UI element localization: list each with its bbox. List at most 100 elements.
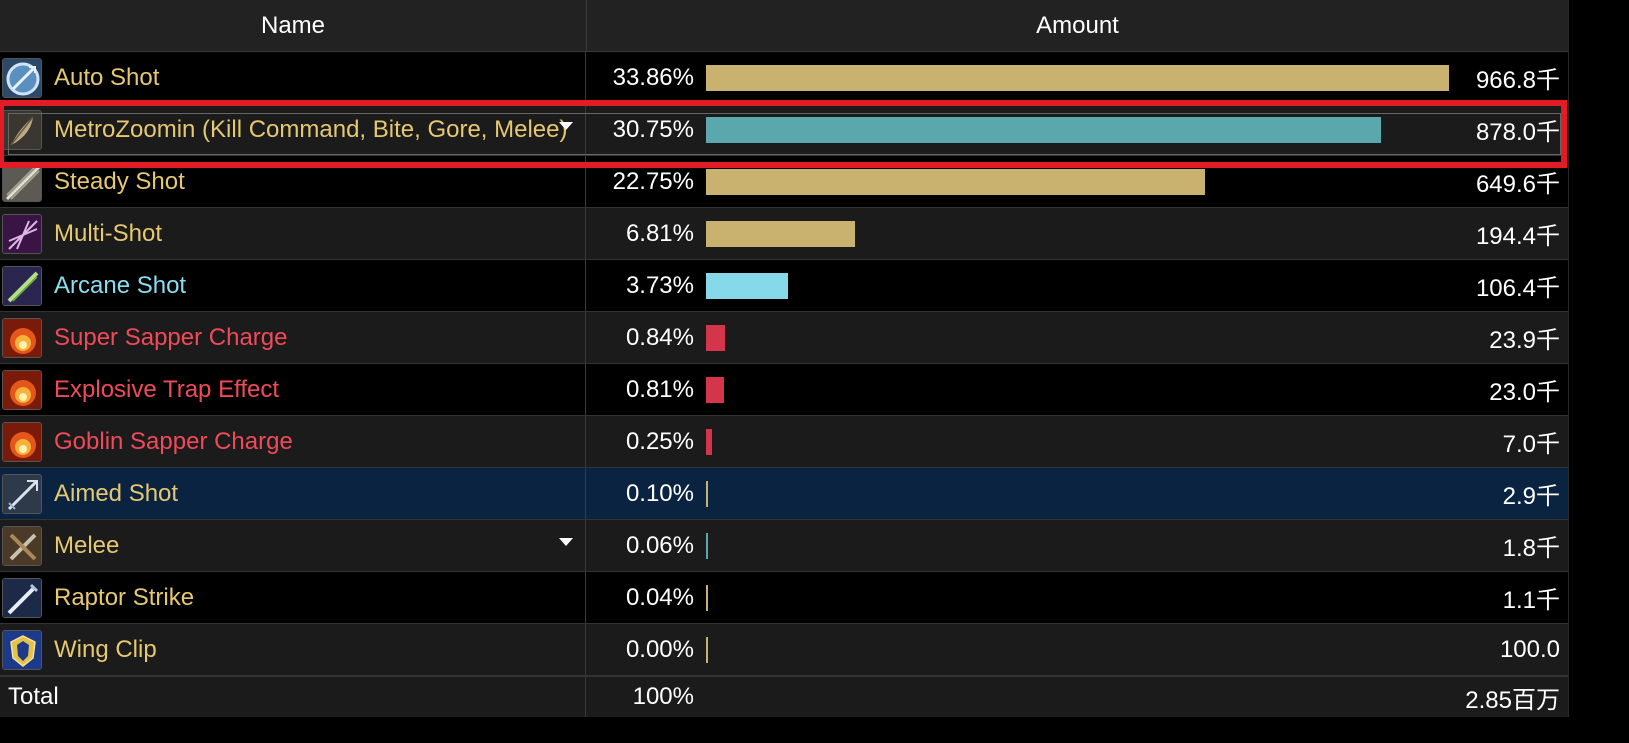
name-cell: Raptor Strike <box>0 572 586 623</box>
damage-bar <box>706 636 708 663</box>
amount-column-header[interactable]: Amount <box>1036 11 1119 39</box>
damage-value: 1.8千 <box>1502 535 1560 562</box>
bar-track <box>706 584 1449 611</box>
total-bar-spacer <box>706 684 1449 710</box>
name-cell: Wing Clip <box>0 624 586 675</box>
bar-track <box>706 220 1449 247</box>
damage-bar <box>706 220 856 247</box>
damage-value: 23.0千 <box>1489 379 1560 406</box>
table-row[interactable]: Aimed Shot 0.10% 2.9千 <box>0 468 1568 520</box>
amount-cell: 0.00% 100.0 <box>586 624 1568 675</box>
table-body: Auto Shot 33.86% 966.8千 MetroZoomin (Kill C… <box>0 52 1568 676</box>
name-cell: Multi-Shot <box>0 208 586 259</box>
damage-bar <box>706 168 1206 195</box>
name-cell: Arcane Shot <box>0 260 586 311</box>
table-row[interactable]: Wing Clip 0.00% 100.0 <box>0 624 1568 676</box>
amount-cell: 0.25% 7.0千 <box>586 416 1568 467</box>
ability-name: Auto Shot <box>54 63 160 91</box>
amount-cell: 0.04% 1.1千 <box>586 572 1568 623</box>
fire-explosion-icon <box>2 369 42 410</box>
percent-text: 30.75% <box>612 115 694 143</box>
ability-name: Melee <box>54 531 120 559</box>
name-cell: Explosive Trap Effect <box>0 364 586 415</box>
amount-cell: 6.81% 194.4千 <box>586 208 1568 259</box>
table-row[interactable]: Steady Shot 22.75% 649.6千 <box>0 156 1568 208</box>
bar-track <box>706 116 1449 143</box>
name-cell: Goblin Sapper Charge <box>0 416 586 467</box>
ability-name: Explosive Trap Effect <box>54 375 279 403</box>
bar-track <box>706 428 1449 455</box>
damage-value: 1.1千 <box>1502 587 1560 614</box>
damage-value: 23.9千 <box>1489 327 1560 354</box>
damage-bar <box>706 428 712 455</box>
table-header: Name Amount <box>0 0 1568 52</box>
total-percent: 100% <box>632 683 694 710</box>
auto-shot-icon <box>2 57 42 98</box>
damage-value: 7.0千 <box>1502 431 1560 458</box>
amount-cell: 0.06% 1.8千 <box>586 520 1568 571</box>
fire-explosion-icon <box>2 421 42 462</box>
steady-shot-icon <box>2 161 42 202</box>
damage-value: 878.0千 <box>1475 119 1560 146</box>
name-cell: Auto Shot <box>0 52 586 103</box>
damage-bar <box>706 376 724 403</box>
bar-track <box>706 376 1449 403</box>
name-cell: Aimed Shot <box>0 468 586 519</box>
raptor-strike-icon <box>2 577 42 618</box>
bar-track <box>706 64 1449 91</box>
table-row[interactable]: MetroZoomin (Kill Command, Bite, Gore, M… <box>0 104 1568 156</box>
ability-name: Steady Shot <box>54 167 185 195</box>
percent-text: 3.73% <box>625 271 694 299</box>
damage-value: 966.8千 <box>1475 67 1560 94</box>
alliance-crest-icon <box>2 629 42 670</box>
fire-explosion-icon <box>2 317 42 358</box>
name-column-header[interactable]: Name <box>0 0 587 51</box>
damage-value: 100.0 <box>1499 635 1560 663</box>
damage-bar <box>706 64 1449 91</box>
bar-track <box>706 168 1449 195</box>
amount-cell: 0.84% 23.9千 <box>586 312 1568 363</box>
expand-caret-icon[interactable] <box>559 538 573 546</box>
damage-bar <box>706 272 788 299</box>
table-row[interactable]: Multi-Shot 6.81% 194.4千 <box>0 208 1568 260</box>
name-cell: Super Sapper Charge <box>0 312 586 363</box>
name-cell: MetroZoomin (Kill Command, Bite, Gore, M… <box>0 104 586 155</box>
bar-track <box>706 636 1449 663</box>
damage-bar <box>706 532 708 559</box>
total-row: Total 100% 2.85百万 <box>0 676 1568 717</box>
amount-cell: 30.75% 878.0千 <box>586 104 1568 155</box>
table-row[interactable]: Goblin Sapper Charge 0.25% 7.0千 <box>0 416 1568 468</box>
name-cell: Melee <box>0 520 586 571</box>
total-amount-cell: 100% 2.85百万 <box>586 677 1568 717</box>
table-row[interactable]: Auto Shot 33.86% 966.8千 <box>0 52 1568 104</box>
ability-name: Wing Clip <box>54 635 157 663</box>
percent-text: 0.84% <box>625 323 694 351</box>
damage-bar <box>706 480 709 507</box>
table-row[interactable]: Explosive Trap Effect 0.81% 23.0千 <box>0 364 1568 416</box>
table-row[interactable]: Raptor Strike 0.04% 1.1千 <box>0 572 1568 624</box>
amount-cell: 3.73% 106.4千 <box>586 260 1568 311</box>
total-value: 2.85百万 <box>1465 686 1560 714</box>
bar-track <box>706 532 1449 559</box>
ability-name: Goblin Sapper Charge <box>54 427 293 455</box>
damage-bar <box>706 324 725 351</box>
percent-text: 0.81% <box>625 375 694 403</box>
table-row[interactable]: Melee 0.06% 1.8千 <box>0 520 1568 572</box>
table-row[interactable]: Arcane Shot 3.73% 106.4千 <box>0 260 1568 312</box>
percent-text: 33.86% <box>612 63 694 91</box>
expand-caret-icon[interactable] <box>559 122 573 130</box>
pet-feather-icon <box>2 109 42 150</box>
percent-text: 0.06% <box>625 531 694 559</box>
arcane-shot-icon <box>2 265 42 306</box>
bar-track <box>706 480 1449 507</box>
ability-name: Aimed Shot <box>54 479 179 507</box>
melee-icon <box>2 525 42 566</box>
table-row[interactable]: Super Sapper Charge 0.84% 23.9千 <box>0 312 1568 364</box>
percent-text: 0.25% <box>625 427 694 455</box>
ability-name: Super Sapper Charge <box>54 323 288 351</box>
amount-cell: 22.75% 649.6千 <box>586 156 1568 207</box>
total-label: Total <box>0 677 586 717</box>
damage-breakdown-table: Name Amount Auto Shot 33.86% 966.8千 MetroZo… <box>0 0 1569 717</box>
name-cell: Steady Shot <box>0 156 586 207</box>
ability-name: MetroZoomin (Kill Command, Bite, Gore, M… <box>54 115 568 143</box>
